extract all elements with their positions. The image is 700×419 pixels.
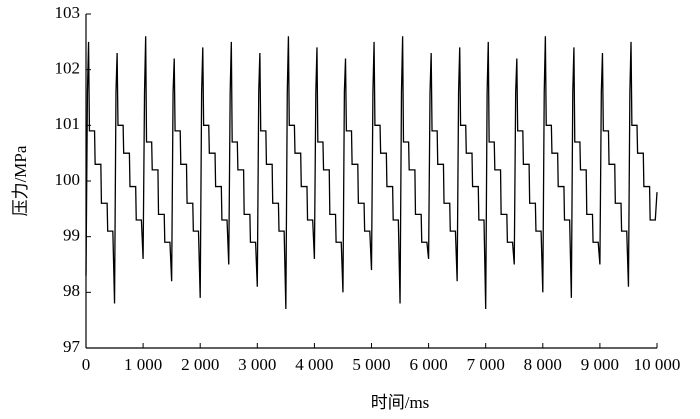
x-tick-label: 4 000: [295, 355, 333, 374]
y-axis-label: 压力/MPa: [11, 145, 30, 216]
x-tick-label: 6 000: [409, 355, 447, 374]
x-tick-label: 7 000: [467, 355, 505, 374]
y-tick-label: 102: [55, 59, 81, 78]
x-tick-label: 8 000: [524, 355, 562, 374]
y-tick-label: 101: [55, 114, 81, 133]
x-tick-label: 2 000: [181, 355, 219, 374]
y-tick-label: 98: [63, 281, 80, 300]
x-axis-label: 时间/ms: [371, 393, 430, 412]
y-tick-label: 103: [55, 3, 81, 22]
x-tick-label: 9 000: [581, 355, 619, 374]
x-tick-label: 10 000: [634, 355, 681, 374]
x-tick-label: 5 000: [352, 355, 390, 374]
x-tick-label: 0: [82, 355, 91, 374]
y-tick-label: 100: [55, 170, 81, 189]
x-tick-label: 3 000: [238, 355, 276, 374]
x-tick-label: 1 000: [124, 355, 162, 374]
y-tick-label: 99: [63, 226, 80, 245]
data-line: [85, 36, 658, 310]
y-tick-label: 97: [63, 337, 81, 356]
